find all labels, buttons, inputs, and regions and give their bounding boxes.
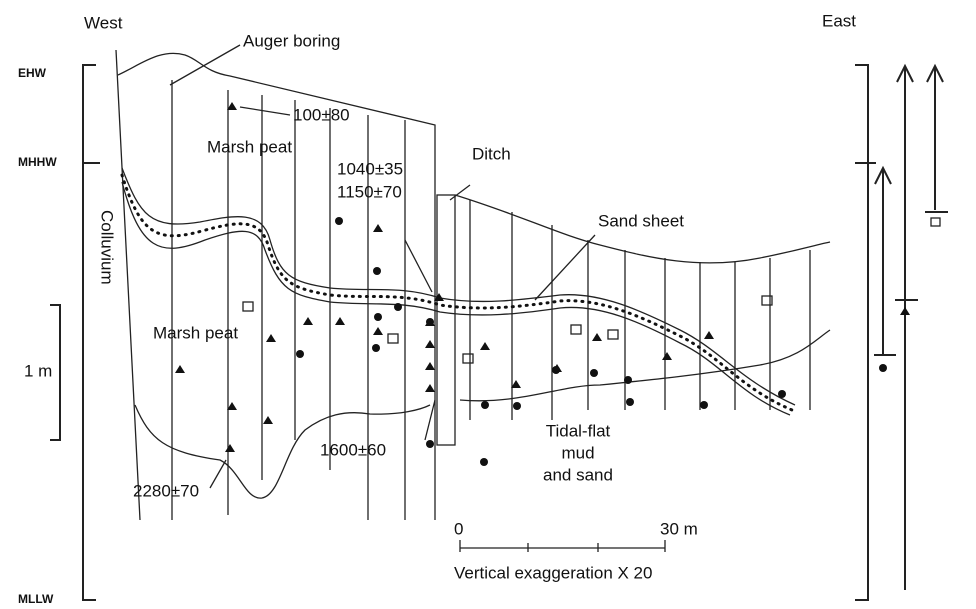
- ehw-label: EHW: [18, 66, 47, 80]
- date-label: 1600±60: [320, 440, 386, 459]
- tidal-flat-label: and sand: [543, 465, 613, 484]
- west-label: West: [84, 13, 123, 32]
- mhhw-label: MHHW: [18, 155, 57, 169]
- scale-caption: Vertical exaggeration X 20: [454, 563, 652, 582]
- ditch: [437, 195, 455, 445]
- mllw-label: MLLW: [18, 592, 54, 606]
- marsh-peat-label: Marsh peat: [207, 137, 292, 156]
- sand-sheet-label: Sand sheet: [598, 211, 684, 230]
- symbol-dot: [879, 364, 887, 372]
- colluvium-label: Colluvium: [98, 210, 117, 285]
- date-label: 100±80: [293, 105, 350, 124]
- date-label: 2280±70: [133, 481, 199, 500]
- one-m-label: 1 m: [24, 361, 52, 380]
- cross-section-diagram: West East EHW MHHW 1 m MLLW Auger boring…: [0, 0, 976, 609]
- auger-boring-label: Auger boring: [243, 31, 340, 50]
- tidal-flat-label: mud: [561, 443, 594, 462]
- scale-end: 30 m: [660, 519, 698, 538]
- date-label: 1040±35: [337, 159, 403, 178]
- marsh-peat-label: Marsh peat: [153, 323, 238, 342]
- scale-start: 0: [454, 519, 463, 538]
- east-label: East: [822, 11, 856, 30]
- symbol-square: [931, 218, 940, 226]
- date-label: 1150±70: [337, 182, 402, 201]
- ditch-label: Ditch: [472, 144, 511, 163]
- symbol-triangle: [900, 307, 910, 315]
- tidal-flat-label: Tidal-flat: [546, 421, 611, 440]
